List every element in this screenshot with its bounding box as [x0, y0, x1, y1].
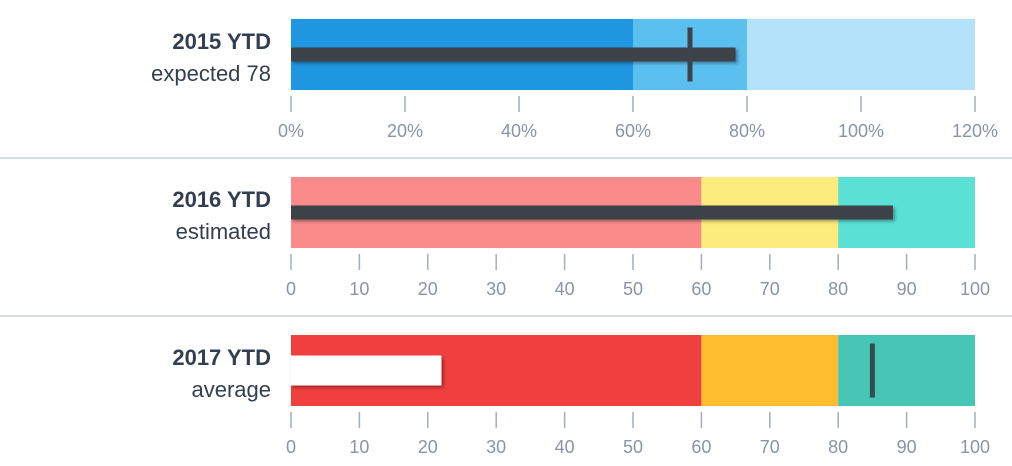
tick-label: 10 — [349, 437, 369, 457]
range-band — [747, 19, 975, 90]
tick-label: 50 — [623, 437, 643, 457]
tick-label: 80 — [828, 279, 848, 299]
target-marker — [869, 343, 875, 398]
panel-title: 2017 YTD — [172, 345, 271, 370]
tick-label: 90 — [897, 437, 917, 457]
tick-label: 100% — [838, 121, 884, 141]
tick-label: 30 — [486, 279, 506, 299]
tick-label: 40% — [501, 121, 537, 141]
panel-subtitle: estimated — [176, 219, 271, 244]
tick-label: 70 — [760, 279, 780, 299]
range-band — [838, 335, 975, 406]
bullet-panel-1: 2015 YTD expected 78 0% 20% 40% 60% 80% 100% 120… — [151, 19, 998, 141]
tick-label: 20% — [387, 121, 423, 141]
tick-label: 60% — [615, 121, 651, 141]
tick-label: 40 — [555, 437, 575, 457]
measure-bar — [291, 47, 736, 62]
range-band — [701, 335, 839, 406]
bullet-panel-3: 2017 YTD average 0 10 20 30 40 50 60 70 80 90 100 — [172, 335, 990, 457]
tick-label: 40 — [555, 279, 575, 299]
tick-label: 100 — [960, 437, 990, 457]
measure-bar — [291, 355, 442, 386]
target-marker — [687, 27, 693, 82]
panel-title: 2016 YTD — [172, 187, 271, 212]
tick-label: 10 — [349, 279, 369, 299]
tick-label: 60 — [691, 279, 711, 299]
panel-subtitle: average — [191, 377, 271, 402]
bullet-panel-2: 2016 YTD estimated 0 10 20 30 40 50 60 70 80 90 100 — [172, 177, 990, 299]
tick-label: 100 — [960, 279, 990, 299]
measure-bar — [291, 205, 893, 220]
tick-label: 70 — [760, 437, 780, 457]
tick-label: 0% — [278, 121, 304, 141]
tick-label: 80% — [729, 121, 765, 141]
tick-label: 30 — [486, 437, 506, 457]
tick-label: 80 — [828, 437, 848, 457]
tick-label: 120% — [952, 121, 998, 141]
tick-label: 90 — [897, 279, 917, 299]
tick-label: 50 — [623, 279, 643, 299]
panel-title: 2015 YTD — [172, 29, 271, 54]
tick-label: 60 — [691, 437, 711, 457]
tick-label: 20 — [418, 437, 438, 457]
panel-subtitle: expected 78 — [151, 61, 271, 86]
tick-label: 0 — [286, 279, 296, 299]
tick-label: 20 — [418, 279, 438, 299]
tick-label: 0 — [286, 437, 296, 457]
